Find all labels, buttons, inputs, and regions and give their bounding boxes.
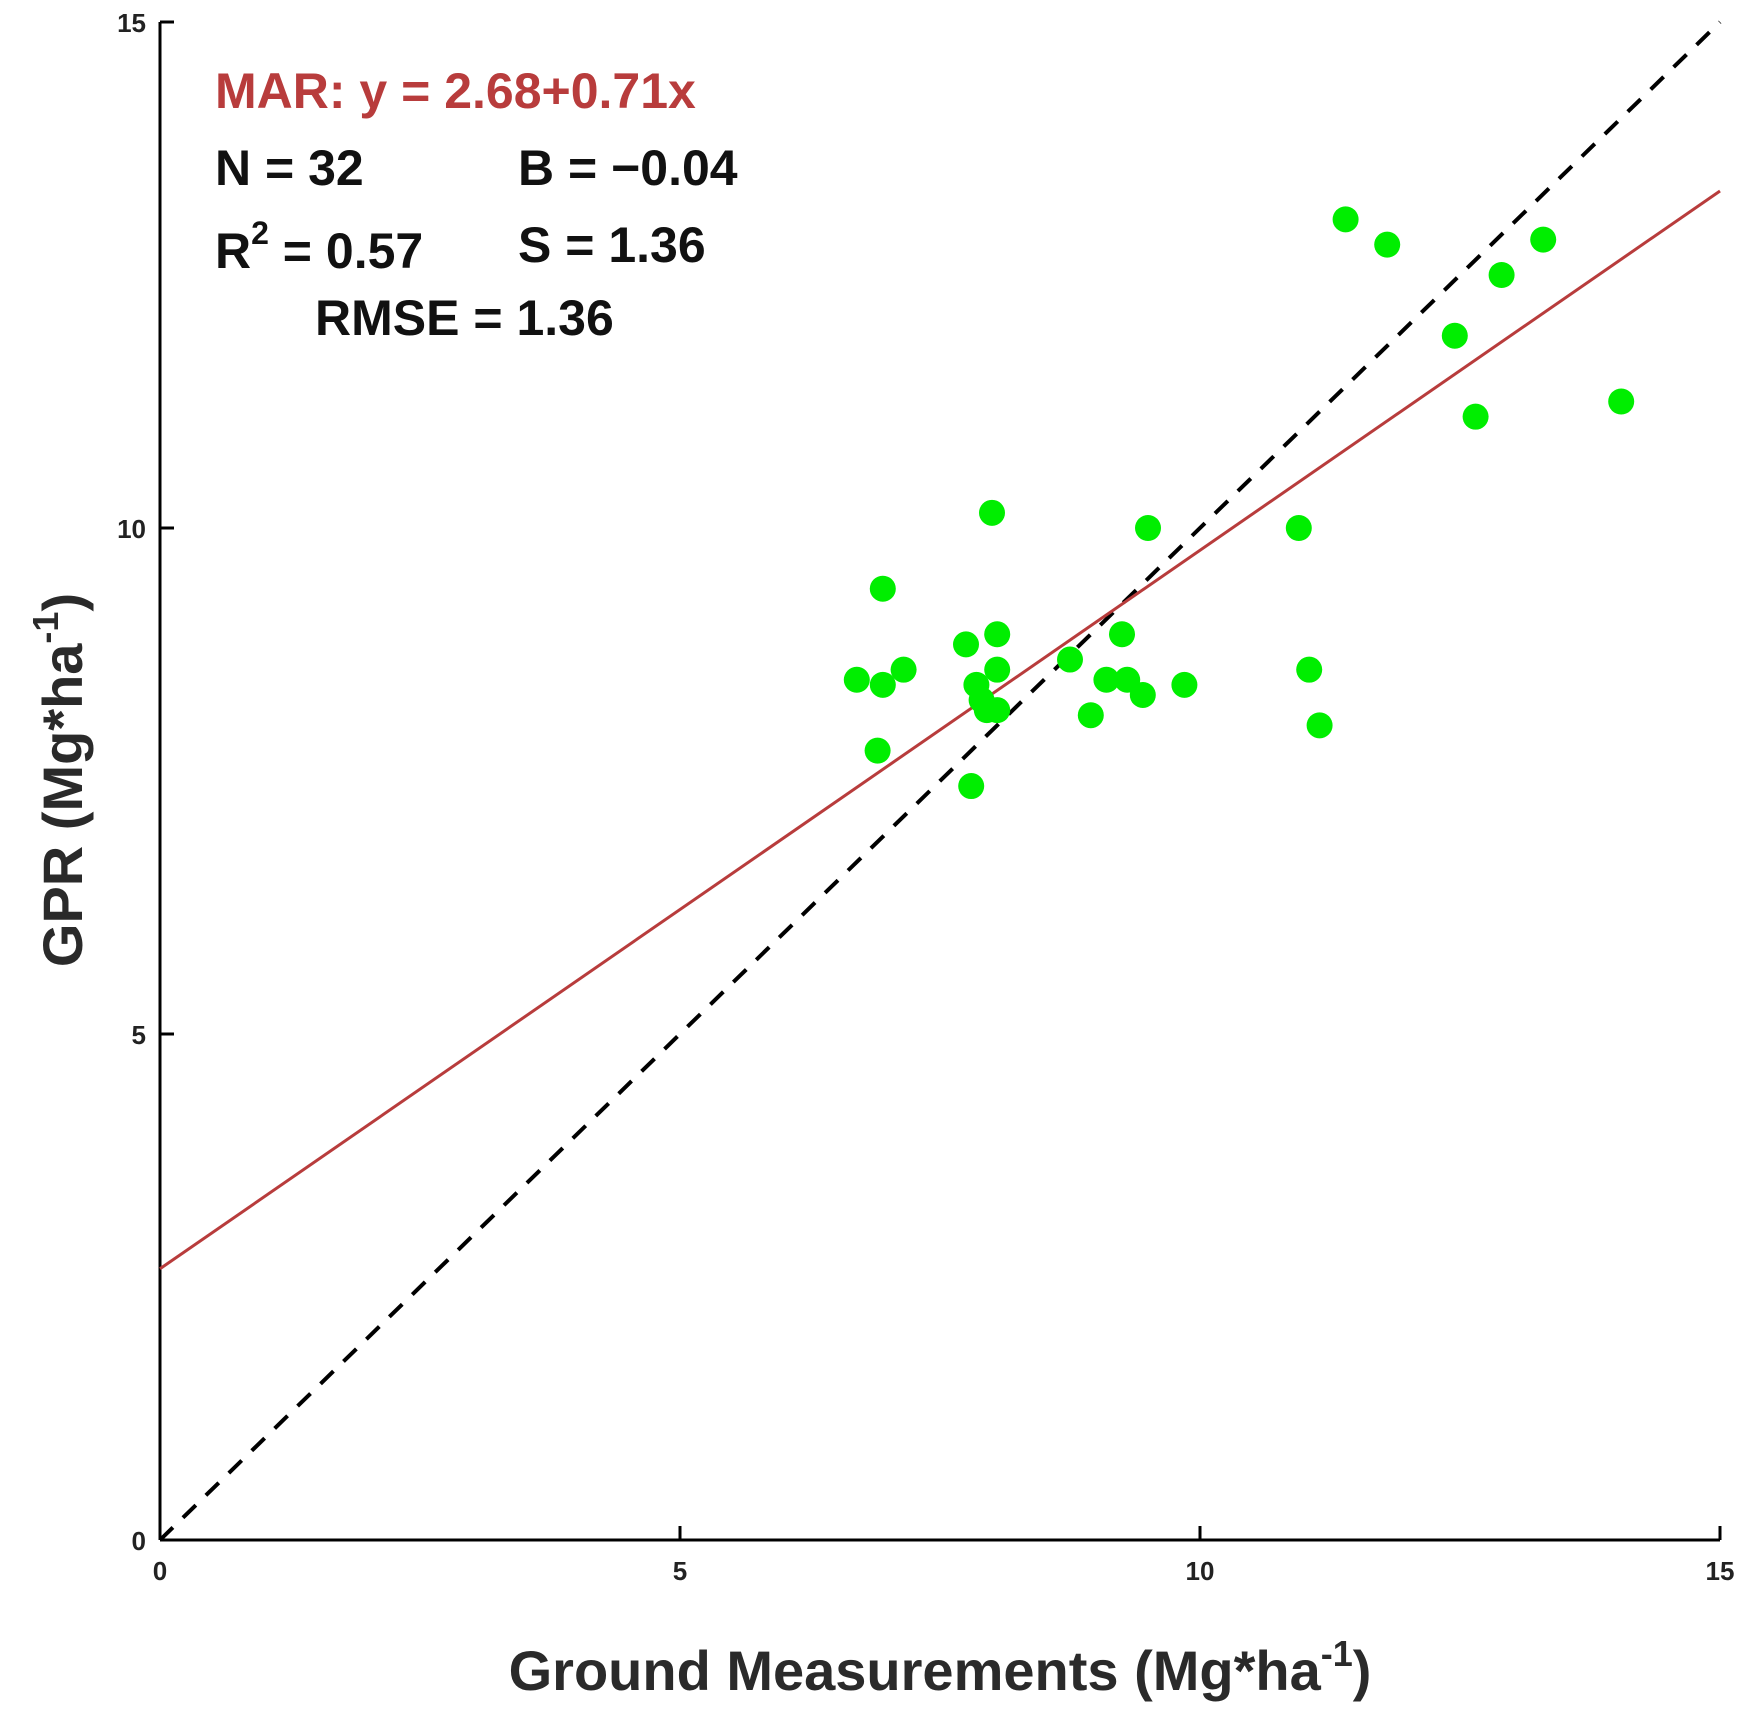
data-point-19	[1135, 515, 1161, 541]
regression-fit-line	[159, 189, 1721, 1271]
x-tick-label-2: 10	[1186, 1556, 1215, 1586]
y-tick-label-3: 15	[117, 8, 146, 38]
data-point-29	[1530, 226, 1557, 253]
data-point-13	[1057, 646, 1083, 673]
stat-rmse: RMSE = 1.36	[315, 290, 614, 346]
y-axis-title-sup: -1	[25, 612, 66, 644]
fit-equation: MAR: y = 2.68+0.71x	[215, 63, 696, 119]
stat-r2: R2 = 0.57	[215, 215, 423, 279]
data-point-0	[843, 666, 870, 693]
data-point-15	[1093, 666, 1120, 693]
data-point-4	[869, 575, 896, 602]
y-axis-title: GPR (Mg*ha-1)	[25, 593, 94, 967]
data-point-28	[1488, 262, 1515, 288]
r2-value: = 0.57	[269, 223, 423, 279]
data-point-25	[1374, 231, 1401, 258]
data-point-24	[1332, 206, 1359, 233]
data-point-30	[1608, 388, 1635, 415]
axis-ticks: 0 5 10 15 0 5 10 15	[117, 8, 1734, 1586]
data-point-3	[864, 737, 891, 764]
data-point-10	[984, 621, 1011, 648]
x-axis-title-main: Ground Measurements (Mg*ha	[509, 1639, 1322, 1702]
data-point-17	[1109, 621, 1135, 648]
data-point-1	[869, 671, 896, 698]
data-point-2	[890, 656, 917, 683]
data-point-22	[1296, 656, 1323, 683]
data-point-9	[984, 656, 1011, 683]
data-point-26	[1441, 322, 1468, 349]
y-axis-title-end: )	[31, 593, 94, 612]
r2-prefix: R	[215, 223, 251, 279]
data-point-23	[1306, 712, 1333, 739]
data-point-18	[1129, 681, 1156, 708]
x-tick-label-3: 15	[1706, 1556, 1735, 1586]
y-tick-label-0: 0	[132, 1526, 146, 1556]
data-point-31	[968, 687, 995, 714]
y-tick-label-1: 5	[132, 1020, 146, 1050]
fit-lines	[158, 20, 1722, 1542]
x-axis-title-sup: -1	[1321, 1633, 1353, 1674]
stat-n: N = 32	[215, 140, 364, 196]
x-tick-label-0: 0	[153, 1556, 167, 1586]
data-points	[843, 206, 1635, 800]
x-tick-label-1: 5	[673, 1556, 687, 1586]
data-point-12	[958, 773, 985, 800]
y-axis-title-main: GPR (Mg*ha	[31, 643, 94, 967]
x-axis-title: Ground Measurements (Mg*ha-1)	[509, 1633, 1372, 1702]
data-point-27	[1462, 403, 1489, 430]
data-point-5	[953, 631, 979, 658]
data-point-14	[1077, 702, 1104, 729]
stat-s: S = 1.36	[518, 217, 706, 273]
data-point-20	[1171, 671, 1198, 698]
r2-superscript: 2	[251, 215, 269, 251]
x-axis-title-end: )	[1353, 1639, 1372, 1702]
y-tick-label-2: 10	[117, 514, 146, 544]
stat-b: B = −0.04	[518, 140, 738, 196]
one-to-one-reference-line	[158, 20, 1722, 1542]
data-point-21	[1285, 515, 1312, 541]
data-point-11	[979, 499, 1005, 526]
